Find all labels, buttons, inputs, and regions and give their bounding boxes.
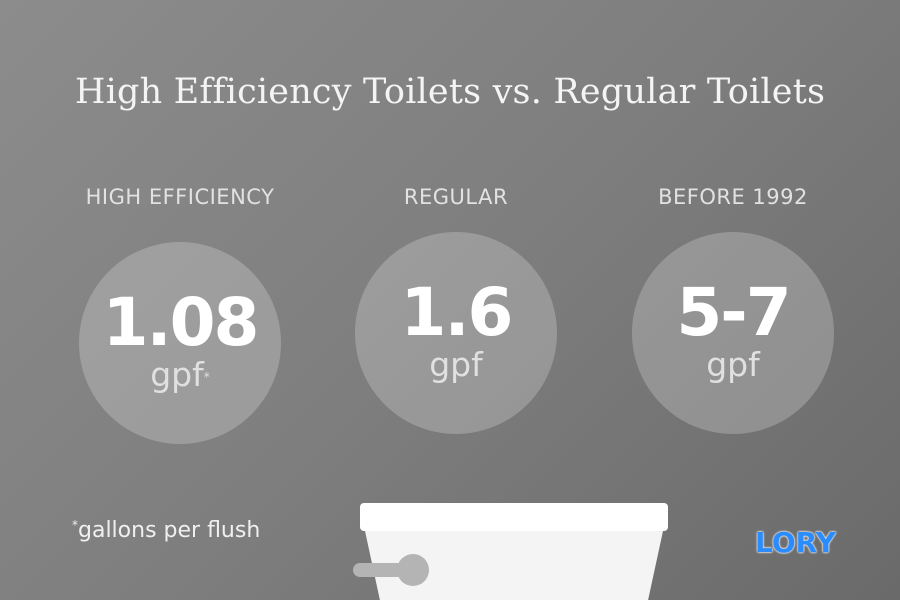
stat-value: 5-7: [676, 274, 791, 351]
stat-label: HIGH EFFICIENCY: [85, 185, 275, 209]
footnote: *gallons per flush: [72, 518, 260, 543]
stat-value: 1.6: [400, 274, 514, 351]
footnote-text: gallons per flush: [78, 518, 261, 543]
stat-regular: REGULAR 1.6 gpf: [306, 185, 606, 434]
stat-circle: 1.6 gpf: [355, 232, 557, 434]
stat-value: 1.08: [102, 284, 260, 361]
lory-logo: LORY: [755, 526, 836, 559]
stat-label: BEFORE 1992: [658, 185, 808, 209]
stat-label: REGULAR: [403, 185, 509, 209]
stat-unit: gpf: [706, 345, 760, 384]
flush-handle-knob: [397, 554, 429, 586]
footnote-marker: *: [203, 370, 210, 384]
stat-circle: 5-7 gpf: [632, 232, 834, 434]
stat-unit: gpf*: [150, 358, 210, 392]
stat-high-efficiency: HIGH EFFICIENCY 1.08 gpf*: [30, 185, 330, 444]
stat-unit: gpf: [429, 345, 483, 384]
stat-circle: 1.08 gpf*: [79, 242, 281, 444]
footnote-marker: *: [72, 518, 78, 532]
tank-lid: [360, 503, 668, 531]
unit-text: gpf: [150, 355, 204, 394]
infographic-title: High Efficiency Toilets vs. Regular Toil…: [74, 72, 826, 112]
stat-before-1992: BEFORE 1992 5-7 gpf: [583, 185, 883, 434]
